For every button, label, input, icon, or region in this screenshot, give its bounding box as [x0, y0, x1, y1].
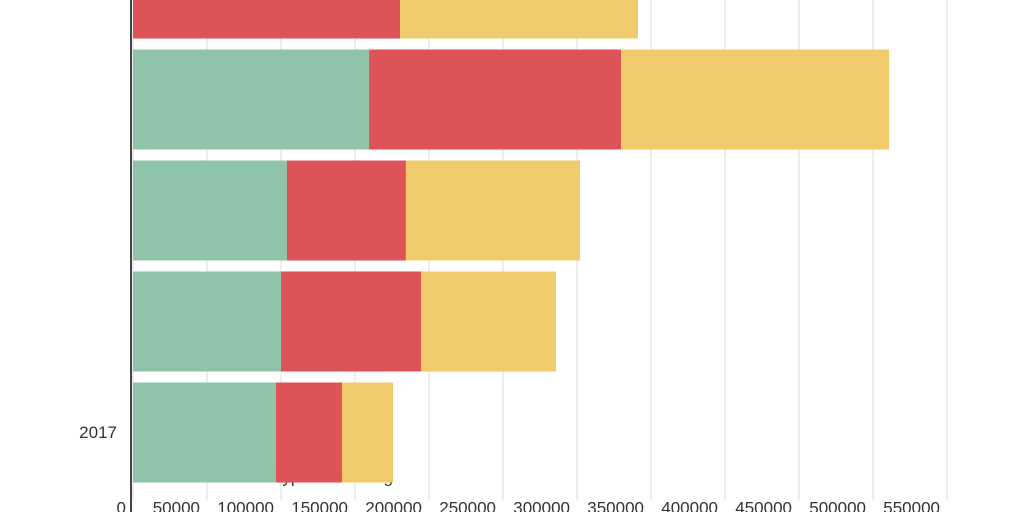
x-tick-label: 100000 — [217, 498, 274, 512]
bar-segment — [421, 271, 556, 372]
bar-segment — [369, 49, 622, 150]
bar-segment — [133, 0, 400, 39]
bar-segment — [133, 382, 276, 483]
bar-segment — [133, 271, 281, 372]
x-tick-label: 300000 — [513, 498, 570, 512]
x-tick-label: 400000 — [661, 498, 718, 512]
x-tick-label: 150000 — [291, 498, 348, 512]
bar-segment — [341, 382, 394, 483]
bar-segment — [133, 160, 287, 261]
x-tick-label: 500000 — [809, 498, 866, 512]
bar-segment — [621, 49, 890, 150]
x-tick-label: 50000 — [153, 498, 200, 512]
x-tick-label: 200000 — [365, 498, 422, 512]
x-tick-label: 0 — [117, 498, 126, 512]
bar-segment — [275, 382, 342, 483]
bar-segment — [133, 49, 370, 150]
x-tick-label: 450000 — [735, 498, 792, 512]
bar-segment — [399, 0, 638, 39]
x-tick-label: 350000 — [587, 498, 644, 512]
x-tick-label: 550000 — [883, 498, 940, 512]
bar-segment — [405, 160, 580, 261]
bar-segment — [286, 160, 406, 261]
x-tick-label: 250000 — [439, 498, 496, 512]
bar-segment — [281, 271, 422, 372]
y-tick-label: 2017 — [79, 423, 117, 442]
